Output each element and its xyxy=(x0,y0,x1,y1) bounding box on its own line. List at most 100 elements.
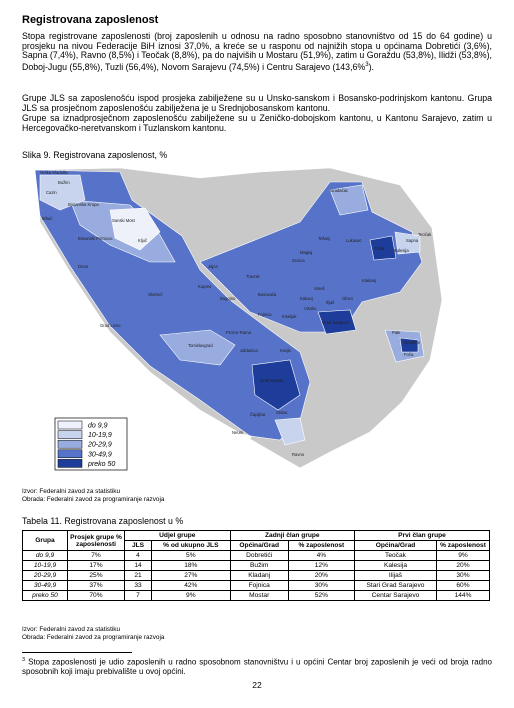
figure-caption: Slika 9. Registrovana zaposlenost, % xyxy=(22,150,168,160)
map-label: Vareš xyxy=(314,286,325,291)
footnote: 3 Stopa zaposlenosti je udio zaposlenih … xyxy=(22,656,492,677)
table-cell: 52% xyxy=(287,590,355,601)
map-label: Kupres xyxy=(198,284,211,289)
map-label: Bosanska Krupa xyxy=(68,202,99,207)
map-label: Drvar xyxy=(78,264,89,269)
table-cell: 9% xyxy=(436,550,490,561)
map-label: Olovo xyxy=(342,296,354,301)
text: Stopa zaposlenosti je udio zaposlenih u … xyxy=(22,657,492,677)
table: Grupa Prosjek grupe % zaposlenosti Udjel… xyxy=(22,530,491,601)
table-cell: Centar Sarajevo xyxy=(353,590,438,601)
region xyxy=(39,174,86,211)
map-label: Sanski Most xyxy=(112,218,136,223)
header: % zaposlenost xyxy=(287,540,355,551)
title: Registrovana zaposlenost xyxy=(22,14,159,26)
table-cell: 144% xyxy=(436,590,490,601)
table-cell: 9% xyxy=(151,590,231,601)
map-label: Kakanj xyxy=(300,296,313,301)
region xyxy=(274,417,306,446)
table-cell: 27% xyxy=(151,570,231,581)
region xyxy=(317,309,357,335)
legend-swatch xyxy=(57,430,83,439)
region xyxy=(394,231,421,255)
map-label: Goražde xyxy=(404,340,421,345)
table-cell: 33 xyxy=(124,580,152,591)
legend-swatch xyxy=(57,449,83,459)
paragraph: Grupe JLS sa zaposlenošću ispod prosjeka… xyxy=(22,93,492,113)
region xyxy=(251,359,301,411)
map-label: Glamoč xyxy=(148,292,162,297)
table-cell: 20-29,9 xyxy=(22,570,68,581)
map-label: Sapna xyxy=(406,238,419,243)
table-cell: Mostar xyxy=(229,590,289,601)
legend-label: 20-29,9 xyxy=(87,442,112,449)
region xyxy=(369,235,397,261)
table-row: 20-29,9 25% 21 27% Kladanj 20% Ilijaš 30% xyxy=(22,570,490,581)
table-cell: 7 xyxy=(124,590,152,601)
table-cell: 10-19,9 xyxy=(22,560,68,571)
map-label: Grad Livno xyxy=(100,323,121,328)
table-cell: Dobretići xyxy=(229,550,289,561)
table-row: do 9,9 7% 4 5% Dobretići 4% Teočak 9% xyxy=(22,550,490,561)
region xyxy=(159,329,236,366)
table-cell: 4 xyxy=(124,550,152,561)
map-label: Jablanica xyxy=(240,348,258,353)
map-label: Velika Kladuša xyxy=(40,170,68,175)
paragraph: Stopa registrovane zaposlenosti (broj za… xyxy=(22,31,492,73)
legend-label: preko 50 xyxy=(87,461,115,468)
map-label: Pale xyxy=(392,330,401,335)
table-cell: 17% xyxy=(67,560,125,571)
map-label: Tešanj xyxy=(318,236,330,241)
footnote-number: 3 xyxy=(22,657,26,663)
source: Izvor: Federalni zavod za statistiku xyxy=(22,488,121,495)
table-cell: 18% xyxy=(151,560,231,571)
map-label: Gradačac xyxy=(330,188,348,193)
legend-swatch xyxy=(57,439,83,449)
source: Obrada: Federalni zavod za programiranje… xyxy=(22,496,165,503)
table-cell: Stari Grad Sarajevo xyxy=(353,580,438,591)
map-label: Kladanj xyxy=(362,278,376,283)
header: Udjel grupe xyxy=(124,530,231,541)
header: Prosjek grupe % zaposlenosti xyxy=(67,530,125,551)
text: Stopa registrovane zaposlenosti (broj za… xyxy=(22,31,492,73)
legend-swatch xyxy=(57,459,83,468)
table-cell: 30% xyxy=(436,570,490,581)
table-cell: 25% xyxy=(67,570,125,581)
footnote-ref: 3 xyxy=(365,62,369,69)
table-cell: Teočak xyxy=(353,550,438,561)
table-row: 10-19,9 17% 14 18% Bužim 12% Kalesija 20% xyxy=(22,560,490,571)
footnote-rule xyxy=(22,652,132,653)
header: Prvi član grupe xyxy=(353,530,491,541)
map-label: Prozor-Rama xyxy=(226,330,252,335)
map-label: Bugojno xyxy=(220,296,236,301)
table-row: 30-49,9 37% 33 42% Fojnica 30% Stari Grad Sara… xyxy=(22,580,490,591)
table-cell: 30% xyxy=(287,580,355,591)
sea xyxy=(232,432,252,446)
map-label: Ilijaš xyxy=(326,300,334,305)
map-label: Ravno xyxy=(292,452,305,457)
table-cell: Fojnica xyxy=(229,580,289,591)
map-label: Stolac xyxy=(276,410,288,415)
table-cell: 20% xyxy=(436,560,490,571)
map-label: Bosanski Petrovac xyxy=(78,236,113,241)
map-label: Kalesija xyxy=(394,248,409,253)
header: % zaposlenost xyxy=(436,540,490,551)
map-label: Cazin xyxy=(46,190,57,195)
map-label: Travnik xyxy=(246,274,260,279)
map-label: Bužim xyxy=(58,180,70,185)
table-cell: 7% xyxy=(67,550,125,561)
map-label: Fojnica xyxy=(258,312,272,317)
table-row: preko 50 70% 7 9% Mostar 52% Centar Sarajevo 14… xyxy=(22,590,490,601)
map-label: Maglaj xyxy=(300,250,312,255)
table-cell: 60% xyxy=(436,580,490,591)
header: Općina/Grad xyxy=(229,540,289,551)
header: % od ukupno JLS xyxy=(151,540,231,551)
map-label: Ključ xyxy=(138,238,147,243)
table-cell: Ilijaš xyxy=(353,570,438,581)
paragraph: Grupe sa iznadprosječnom zaposlenošću za… xyxy=(22,113,492,133)
table-cell: 21 xyxy=(124,570,152,581)
table-caption: Tabela 11. Registrovana zaposlenost u % xyxy=(22,516,184,526)
region xyxy=(109,207,161,251)
